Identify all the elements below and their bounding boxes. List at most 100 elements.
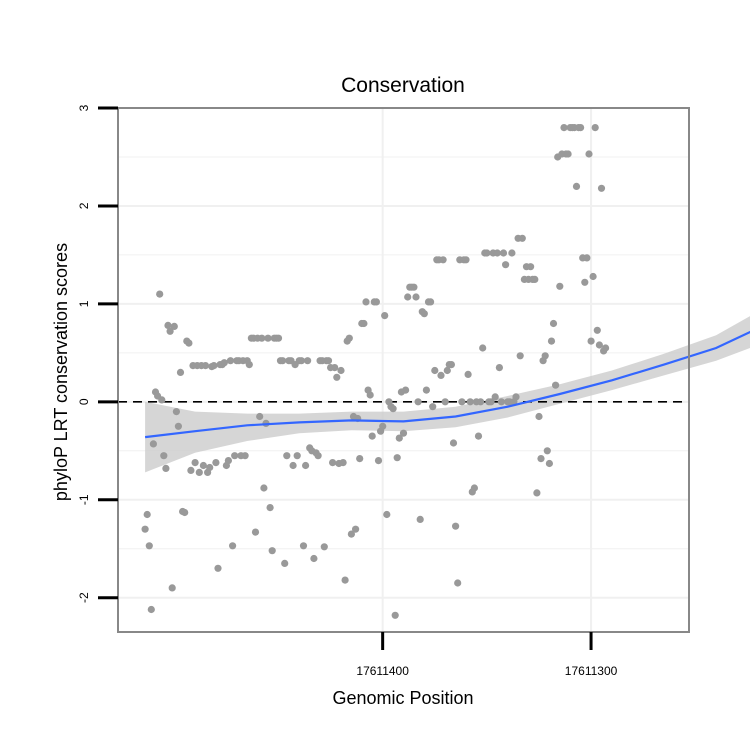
data-point: [437, 371, 445, 379]
data-point: [143, 510, 151, 519]
y-axis: 3 2 1 0 -1 -2: [77, 104, 118, 603]
data-point: [493, 249, 501, 257]
data-point: [583, 254, 591, 262]
data-point: [518, 234, 526, 242]
y-tick-label: 1: [77, 300, 91, 307]
data-point: [577, 124, 585, 132]
data-point: [341, 576, 349, 584]
data-point: [293, 452, 301, 460]
data-point: [564, 150, 572, 158]
data-point: [304, 357, 312, 365]
data-point: [585, 150, 593, 158]
data-point: [543, 447, 551, 455]
data-point: [191, 459, 199, 467]
data-point: [212, 459, 220, 467]
data-point: [251, 528, 260, 536]
data-point: [512, 393, 520, 401]
data-point: [210, 362, 218, 370]
data-point: [362, 298, 370, 306]
data-point: [302, 461, 310, 470]
data-point: [402, 386, 410, 394]
data-point: [516, 352, 524, 360]
data-point: [410, 283, 418, 291]
data-point: [560, 124, 568, 132]
data-point: [324, 357, 333, 365]
data-point: [549, 319, 558, 328]
data-point: [531, 275, 539, 283]
data-point: [166, 327, 174, 335]
data-point: [162, 464, 170, 472]
x-tick-label: 17611400: [356, 664, 409, 678]
data-point: [174, 422, 182, 430]
data-point: [226, 357, 235, 365]
data-point: [393, 454, 401, 462]
data-point: [454, 579, 462, 587]
data-point: [487, 398, 495, 406]
data-point: [345, 334, 353, 342]
data-point: [427, 298, 435, 306]
y-tick-label: 2: [77, 202, 91, 209]
data-point: [379, 422, 387, 430]
data-point: [439, 256, 447, 264]
data-point: [147, 605, 155, 614]
data-point: [368, 432, 376, 440]
data-point: [337, 366, 345, 375]
data-point: [545, 459, 554, 468]
data-point: [360, 319, 368, 328]
data-point: [474, 432, 483, 440]
data-point: [320, 543, 328, 551]
data-point: [329, 459, 337, 467]
data-point: [347, 530, 355, 538]
data-point: [310, 554, 318, 563]
data-point: [289, 461, 297, 470]
data-point: [283, 452, 291, 460]
data-point: [372, 298, 380, 306]
data-point: [441, 398, 449, 406]
y-tick-label: -1: [77, 494, 91, 505]
data-point: [314, 452, 322, 460]
data-point: [260, 484, 268, 492]
data-point: [412, 293, 420, 301]
data-point: [187, 466, 195, 474]
data-point: [224, 457, 232, 465]
data-point: [381, 312, 389, 320]
data-point: [464, 370, 472, 378]
data-point: [374, 457, 383, 465]
data-point: [220, 359, 228, 367]
data-point: [443, 366, 451, 375]
data-point: [299, 542, 308, 550]
data-point: [462, 256, 470, 264]
data-point: [449, 439, 458, 447]
data-point: [429, 403, 437, 411]
y-tick-label: 0: [77, 398, 91, 405]
data-point: [602, 344, 610, 352]
data-point: [572, 182, 581, 190]
data-point: [597, 184, 606, 192]
data-point: [266, 504, 274, 512]
data-point: [502, 261, 510, 269]
data-point: [141, 525, 149, 533]
data-point: [399, 429, 408, 437]
data-point: [339, 459, 347, 467]
data-point: [331, 364, 339, 372]
data-point: [297, 357, 305, 365]
data-point: [168, 584, 176, 592]
data-point: [229, 542, 237, 550]
data-point: [274, 334, 283, 342]
data-point: [206, 463, 214, 472]
data-point: [231, 452, 239, 460]
data-point: [170, 322, 178, 330]
data-point: [581, 278, 589, 286]
data-point: [383, 510, 391, 519]
data-point: [587, 337, 595, 345]
data-point: [458, 398, 466, 406]
data-point: [556, 282, 564, 290]
data-point: [591, 124, 599, 132]
smooth-line: [144, 330, 750, 439]
x-axis-label: Genomic Position: [332, 688, 473, 708]
data-point: [158, 396, 166, 404]
data-point: [527, 263, 535, 271]
data-point: [447, 361, 455, 369]
data-point: [164, 321, 172, 329]
